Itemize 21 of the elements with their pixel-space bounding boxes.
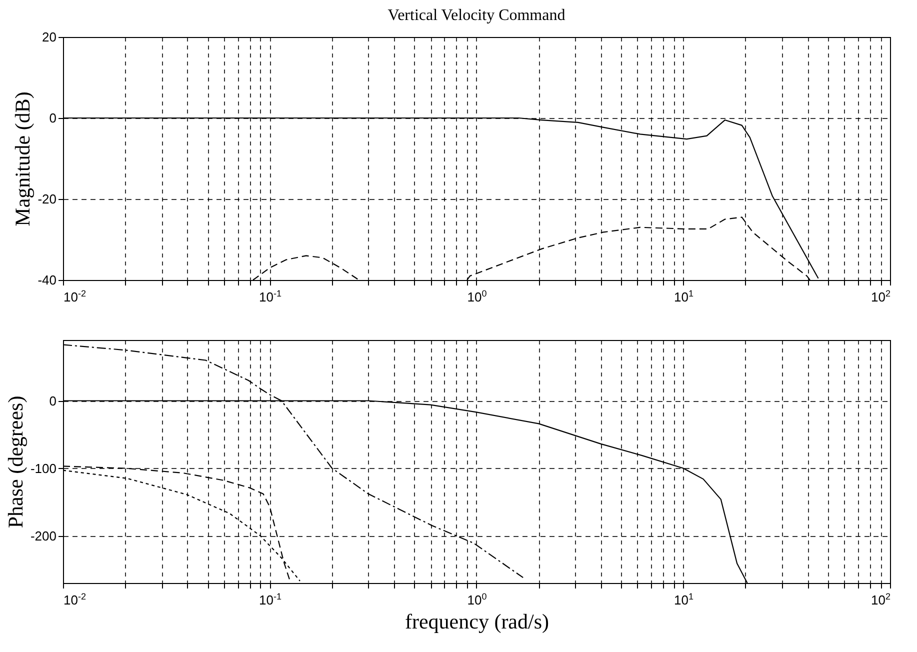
- x-tick-label: 10$^{1}$: [674, 288, 694, 304]
- x-tick-label: 10$^{-1}$: [259, 592, 282, 608]
- x-tick-label: 10$^{2}$: [871, 288, 890, 304]
- x-tick-label: 10$^{1}$: [674, 592, 694, 608]
- x-tick-label: 10$^{-2}$: [64, 592, 86, 608]
- y-tick-label: 0: [49, 393, 56, 408]
- x-tick-label: 10$^{-2}$: [64, 288, 86, 304]
- y-tick-label: 0: [49, 110, 56, 126]
- y-tick-label: -20: [38, 192, 56, 206]
- x-tick-label: 10$^{-1}$: [259, 288, 282, 304]
- y-tick-label: -200: [30, 528, 56, 544]
- y-tick-label: -40: [38, 272, 56, 288]
- y-tick-label: 20: [42, 30, 56, 44]
- x-axis-title: frequency (rad/s): [404, 610, 550, 634]
- y-axis-title: Magnitude (dB): [10, 92, 35, 226]
- x-tick-label: 10$^{0}$: [467, 288, 487, 304]
- chart-title: Vertical Velocity Command: [388, 7, 566, 24]
- x-tick-label: 10$^{0}$: [467, 592, 487, 608]
- y-axis-title: Phase (degrees): [3, 396, 28, 528]
- x-tick-label: 10$^{2}$: [871, 592, 890, 608]
- y-tick-label: -100: [30, 460, 56, 476]
